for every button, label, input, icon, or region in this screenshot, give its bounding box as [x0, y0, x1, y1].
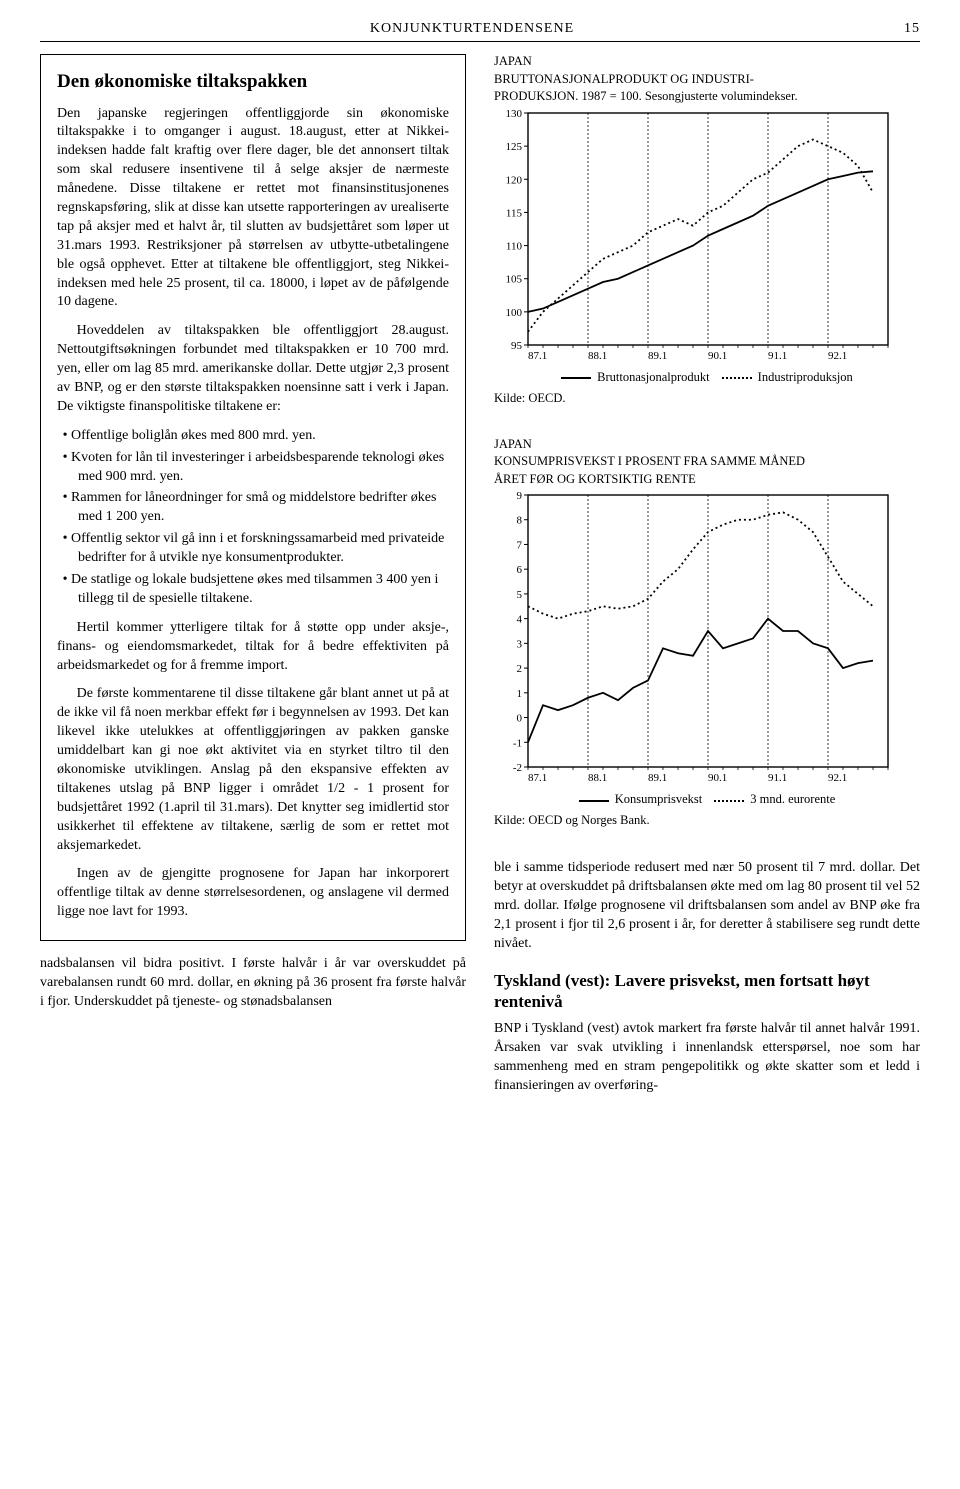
svg-text:87.1: 87.1: [528, 772, 547, 784]
svg-text:89.1: 89.1: [648, 350, 667, 362]
box-title: Den økonomiske tiltakspakken: [57, 69, 449, 95]
svg-text:88.1: 88.1: [588, 772, 607, 784]
box-para-3: Hertil kommer ytterligere tiltak for å s…: [57, 619, 449, 676]
svg-text:91.1: 91.1: [768, 350, 787, 362]
left-column: Den økonomiske tiltakspakken Den japansk…: [40, 54, 466, 1096]
right-column: JAPANBRUTTONASJONALPRODUKT OG INDUSTRI-P…: [494, 54, 920, 1096]
chart1: 95 100 105 110 115 120 125 130 87.1 88.1 89.1 90.1 9…: [494, 107, 894, 367]
svg-text:89.1: 89.1: [648, 772, 667, 784]
chart2-source: Kilde: OECD og Norges Bank.: [494, 812, 920, 829]
left-below-box: nadsbalansen vil bidra positivt. I først…: [40, 955, 466, 1012]
svg-text:4: 4: [517, 614, 523, 626]
right-para-2: BNP i Tyskland (vest) avtok markert fra …: [494, 1020, 920, 1096]
bullet-list: Offentlige boliglån økes med 800 mrd. ye…: [57, 427, 449, 609]
right-para-1: ble i samme tidsperiode redusert med nær…: [494, 859, 920, 953]
chart2-legend: Konsumprisvekst3 mnd. eurorente: [494, 791, 920, 808]
svg-text:100: 100: [506, 307, 523, 319]
svg-text:125: 125: [506, 141, 523, 153]
box-para-5: Ingen av de gjengitte prognosene for Jap…: [57, 865, 449, 922]
svg-text:110: 110: [506, 240, 523, 252]
header-title: KONJUNKTURTENDENSENE: [370, 20, 574, 39]
svg-text:8: 8: [517, 515, 523, 527]
page-header: KONJUNKTURTENDENSENE 15: [40, 20, 920, 42]
svg-text:120: 120: [506, 174, 523, 186]
chart2-block: JAPANKONSUMPRISVEKST I PROSENT FRA SAMME…: [494, 437, 920, 830]
svg-text:91.1: 91.1: [768, 772, 787, 784]
svg-text:3: 3: [517, 639, 523, 651]
svg-text:5: 5: [517, 589, 523, 601]
bullet-item: Kvoten for lån til investeringer i arbei…: [57, 449, 449, 487]
right-subhead: Tyskland (vest): Lavere prisvekst, men f…: [494, 970, 920, 1013]
svg-text:6: 6: [517, 565, 523, 577]
svg-text:-1: -1: [513, 738, 522, 750]
svg-text:90.1: 90.1: [708, 350, 727, 362]
svg-text:87.1: 87.1: [528, 350, 547, 362]
box-para-4: De første kommentarene til disse tiltake…: [57, 685, 449, 855]
svg-text:130: 130: [506, 108, 523, 120]
chart1-block: JAPANBRUTTONASJONALPRODUKT OG INDUSTRI-P…: [494, 54, 920, 407]
page-number: 15: [904, 20, 920, 39]
svg-text:7: 7: [517, 540, 523, 552]
svg-text:90.1: 90.1: [708, 772, 727, 784]
chart1-title: JAPANBRUTTONASJONALPRODUKT OG INDUSTRI-P…: [494, 54, 920, 105]
svg-text:1: 1: [517, 688, 523, 700]
svg-text:2: 2: [517, 663, 523, 675]
inset-box: Den økonomiske tiltakspakken Den japansk…: [40, 54, 466, 941]
bullet-item: Offentlige boliglån økes med 800 mrd. ye…: [57, 427, 449, 446]
chart2: -2 -1 0 1 2 3 4 5 6 7 8 9 87.1 88.1 89.1 90.1 91.1 92.1: [494, 489, 894, 789]
chart1-source: Kilde: OECD.: [494, 390, 920, 407]
bullet-item: Rammen for låneordninger for små og midd…: [57, 489, 449, 527]
box-para-1: Den japanske regjeringen offentliggjorde…: [57, 105, 449, 313]
chart1-legend: BruttonasjonalproduktIndustriproduksjon: [494, 369, 920, 386]
svg-text:0: 0: [517, 713, 523, 725]
svg-text:92.1: 92.1: [828, 772, 847, 784]
box-para-2: Hoveddelen av tiltakspakken ble offentli…: [57, 322, 449, 416]
bullet-item: De statlige og lokale budsjettene økes m…: [57, 571, 449, 609]
svg-text:95: 95: [511, 340, 523, 352]
svg-text:115: 115: [506, 207, 523, 219]
svg-text:92.1: 92.1: [828, 350, 847, 362]
svg-text:105: 105: [506, 273, 523, 285]
bullet-item: Offentlig sektor vil gå inn i et forskni…: [57, 530, 449, 568]
svg-text:88.1: 88.1: [588, 350, 607, 362]
svg-text:-2: -2: [513, 762, 522, 774]
svg-text:9: 9: [517, 490, 523, 502]
chart2-title: JAPANKONSUMPRISVEKST I PROSENT FRA SAMME…: [494, 437, 920, 488]
